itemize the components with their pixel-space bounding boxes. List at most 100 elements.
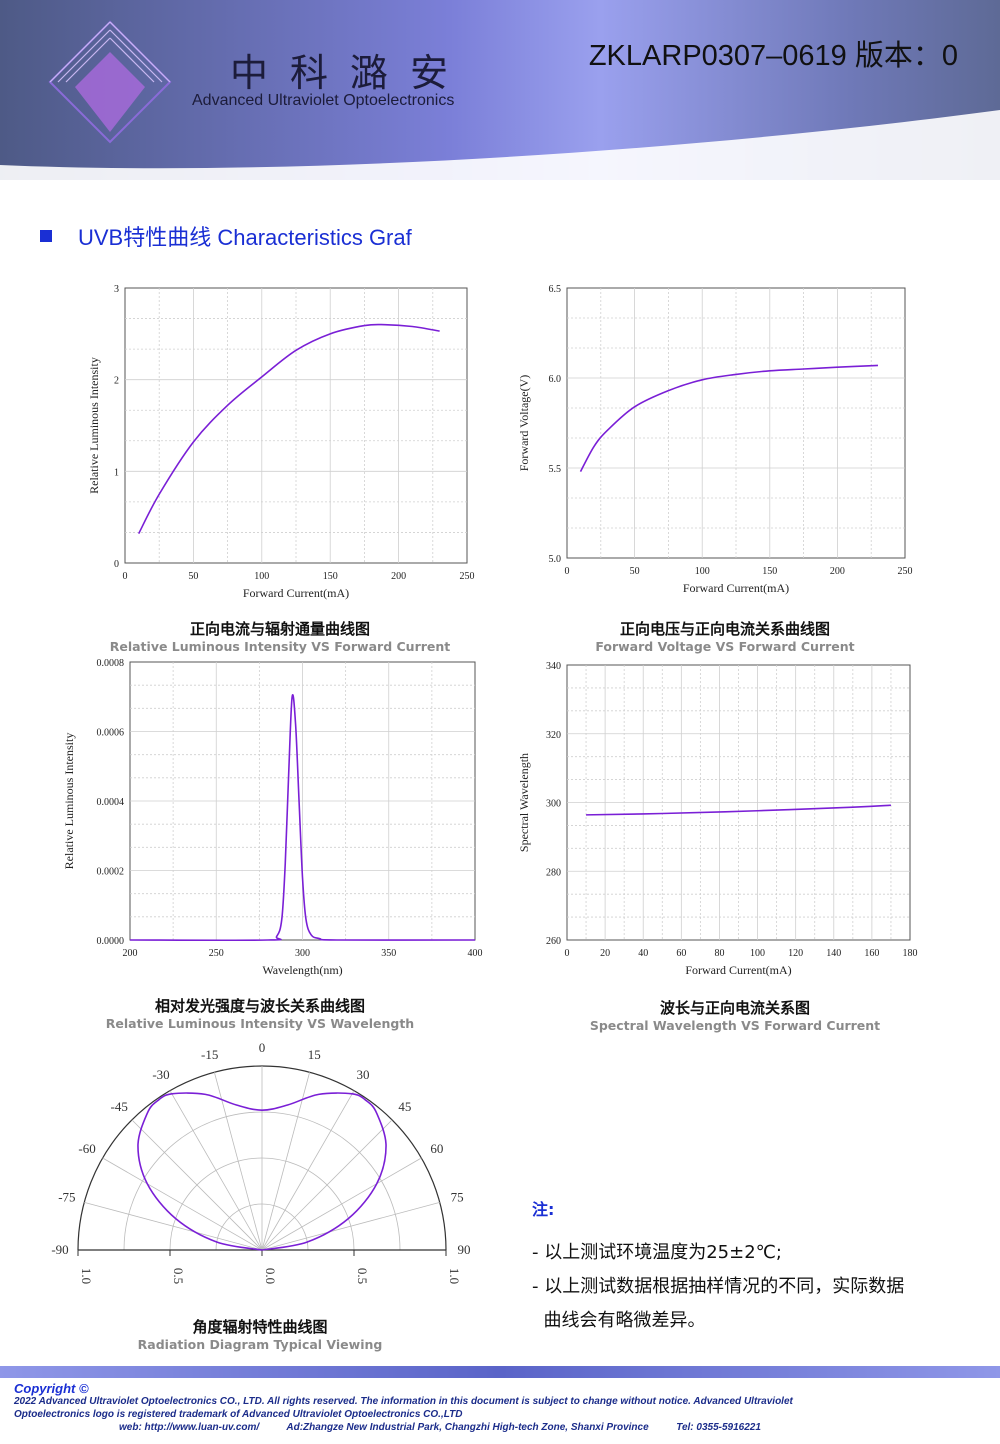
angle-tick-label: -90 <box>51 1242 68 1257</box>
copyright-line-2: Optoelectronics logo is registered trade… <box>14 1409 463 1420</box>
y-tick-label: 0.0004 <box>97 797 125 808</box>
polar-grid-spoke <box>261 1201 440 1251</box>
x-tick-label: 50 <box>630 566 640 577</box>
x-tick-label: 0 <box>565 948 570 959</box>
notes-block: 注: - 以上测试环境温度为25±2℃; - 以上测试数据根据抽样情况的不同，实… <box>532 1196 904 1338</box>
x-axis-label: Forward Current(mA) <box>683 581 789 595</box>
polar-grid-spoke <box>261 1119 393 1251</box>
x-axis-label: Wavelength(nm) <box>262 963 342 977</box>
radiation-pattern-curve <box>137 1092 387 1251</box>
polar-grid-spoke <box>102 1157 263 1251</box>
caption-chart-5: 角度辐射特性曲线图 Radiation Diagram Typical View… <box>60 1316 460 1352</box>
x-tick-label: 60 <box>676 948 686 959</box>
x-tick-label: 250 <box>898 566 913 577</box>
x-tick-label: 180 <box>903 948 918 959</box>
y-tick-label: 2 <box>114 376 119 387</box>
polar-grid-spoke <box>213 1072 263 1251</box>
chart-luminous-vs-current: 0 50 100 150 200 250 0 1 2 3 Forward Current(mA) Re… <box>87 284 475 600</box>
data-series-line <box>137 323 440 535</box>
y-tick-label: 0.0002 <box>97 867 125 878</box>
chart-intensity-vs-wavelength: 200 250 300 350 400 0.0000 0.0002 0.0004 0.0006 0… <box>62 658 483 977</box>
y-tick-label: 0 <box>114 559 119 570</box>
y-tick-label: 300 <box>546 799 561 810</box>
y-tick-label: 260 <box>546 936 561 947</box>
x-tick-label: 150 <box>762 566 777 577</box>
bullet-square-icon <box>40 230 52 243</box>
brand-name-en: Advanced Ultraviolet Optoelectronics <box>192 92 455 109</box>
footer-bar <box>0 1366 1000 1378</box>
x-tick-label: 300 <box>295 948 310 959</box>
data-series-line <box>586 804 891 816</box>
copyright-line-1: 2022 Advanced Ultraviolet Optoelectronic… <box>14 1396 793 1407</box>
x-tick-label: 250 <box>460 571 475 582</box>
y-tick-label: 6.5 <box>549 284 562 295</box>
x-tick-label: 200 <box>830 566 845 577</box>
caption-en: Spectral Wavelength VS Forward Current <box>589 1018 881 1033</box>
x-tick-label: 100 <box>750 948 765 959</box>
polar-grid-spoke <box>261 1157 422 1251</box>
x-tick-label: 350 <box>381 948 396 959</box>
y-tick-label: 3 <box>114 284 119 295</box>
angle-tick-label: 90 <box>458 1242 471 1257</box>
note-item: - 以上测试环境温度为25±2℃; <box>532 1242 782 1263</box>
y-tick-label: 280 <box>546 867 561 878</box>
brand-name-cn: 中科潞安 <box>230 51 471 95</box>
x-tick-label: 0 <box>565 566 570 577</box>
y-tick-label: 320 <box>546 730 561 741</box>
x-tick-label: 400 <box>468 948 483 959</box>
caption-cn: 正向电流与辐射通量曲线图 <box>189 620 370 638</box>
caption-chart-3: 相对发光强度与波长关系曲线图 Relative Luminous Intensi… <box>60 995 460 1031</box>
x-tick-label: 120 <box>788 948 803 959</box>
x-tick-label: 40 <box>638 948 648 959</box>
chart-wavelength-vs-current: 0 20 40 60 80 100 120 140 160 180 260 280 300 320 340 F… <box>517 661 918 977</box>
chart-voltage-vs-current: 0 50 100 150 200 250 5.0 5.5 6.0 6.5 Forward Curre… <box>517 284 913 595</box>
angle-tick-label: 30 <box>357 1067 370 1082</box>
document-number: ZKLARP0307–0619 版本：0 <box>588 40 958 72</box>
footer-address: Ad:Zhangze New Industrial Park, Changzhi… <box>286 1422 649 1433</box>
polar-grid-spoke <box>261 1072 311 1251</box>
x-tick-label: 200 <box>123 948 138 959</box>
section-title: UVB特性曲线 Characteristics Graf <box>78 225 412 250</box>
data-series-line <box>129 694 476 942</box>
angle-tick-label: -60 <box>78 1141 95 1156</box>
data-series-line <box>579 364 878 472</box>
page-footer: Copyright © 2022 Advanced Ultraviolet Op… <box>14 1382 994 1434</box>
caption-en: Relative Luminous Intensity VS Wavelengt… <box>105 1016 415 1031</box>
polar-grid-spoke <box>169 1090 263 1251</box>
x-tick-label: 250 <box>209 948 224 959</box>
y-tick-label: 6.0 <box>549 374 562 385</box>
y-tick-label: 5.0 <box>549 554 562 565</box>
notes-title: 注: <box>532 1200 555 1219</box>
caption-cn: 波长与正向电流关系图 <box>659 999 810 1017</box>
caption-cn: 相对发光强度与波长关系曲线图 <box>154 997 365 1015</box>
x-tick-label: 140 <box>826 948 841 959</box>
polar-grid-spoke <box>84 1201 263 1251</box>
chart-radiation-diagram: -90 -75 -60 -45 -30 -15 0 15 30 45 60 75 90 1.0 0.5 0.0… <box>51 1040 471 1284</box>
radial-tick-label: 0.5 <box>171 1268 186 1284</box>
section-heading: UVB特性曲线 Characteristics Graf <box>40 220 412 252</box>
x-tick-label: 200 <box>391 571 406 582</box>
radial-tick-label: 1.0 <box>79 1268 94 1284</box>
y-axis-label: Relative Luminous Intensity <box>87 357 101 494</box>
angle-tick-label: 0 <box>259 1040 266 1055</box>
angle-tick-label: 45 <box>398 1099 411 1114</box>
angle-tick-label: -15 <box>201 1047 218 1062</box>
polar-grid-spoke <box>261 1090 355 1251</box>
y-tick-label: 5.5 <box>549 464 562 475</box>
x-tick-label: 0 <box>123 571 128 582</box>
note-item: - 以上测试数据根据抽样情况的不同，实际数据 <box>532 1276 905 1297</box>
caption-chart-4: 波长与正向电流关系图 Spectral Wavelength VS Forwar… <box>530 997 940 1033</box>
footer-tel: Tel: 0355-5916221 <box>676 1422 761 1433</box>
caption-cn: 正向电压与正向电流关系曲线图 <box>619 620 830 638</box>
x-tick-label: 150 <box>323 571 338 582</box>
caption-cn: 角度辐射特性曲线图 <box>192 1318 328 1336</box>
y-axis-label: Relative Luminous Intensity <box>62 733 76 870</box>
note-item: 曲线会有略微差异。 <box>532 1310 706 1331</box>
header-wave <box>0 110 1000 180</box>
x-tick-label: 160 <box>864 948 879 959</box>
footer-web[interactable]: web: http://www.luan-uv.com/ <box>119 1422 260 1433</box>
x-tick-label: 50 <box>188 571 198 582</box>
angle-tick-label: 60 <box>430 1141 443 1156</box>
y-tick-label: 0.0006 <box>97 728 125 739</box>
x-tick-label: 20 <box>600 948 610 959</box>
